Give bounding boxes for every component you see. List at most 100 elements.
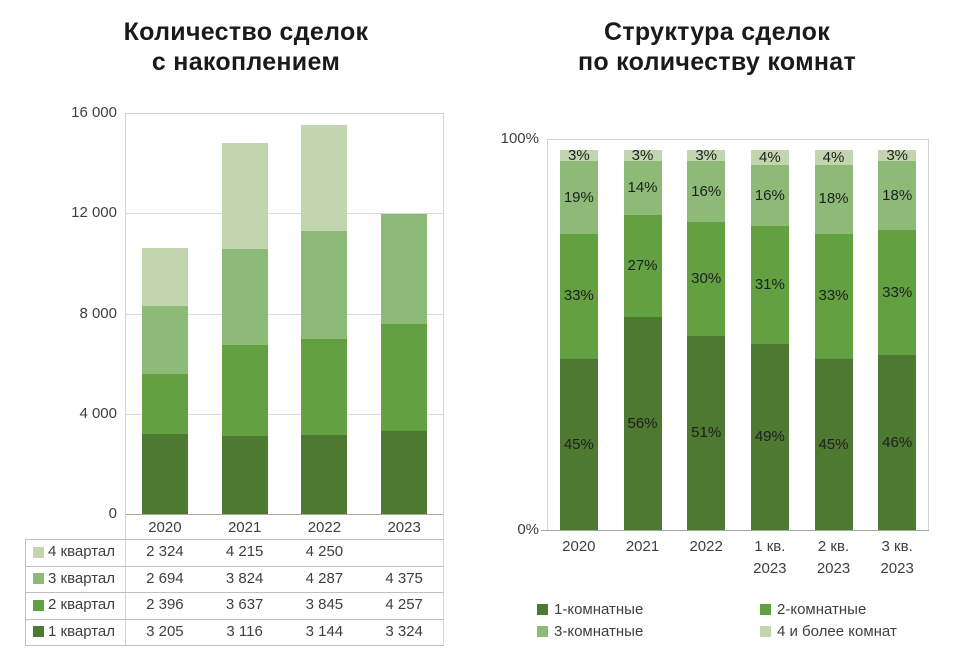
table-cell: 3 824 (225, 569, 264, 587)
legend-item-label: 1-комнатные (554, 601, 644, 618)
table-cell: 2 396 (146, 596, 184, 614)
bar-segment-2-комнатные (814, 233, 853, 359)
bar-segment-1-комнатные (878, 355, 917, 530)
data-label: 56% (627, 414, 658, 432)
bar-segment-4 квартал (301, 124, 348, 232)
table-cell: 3 637 (225, 596, 264, 614)
data-label: 51% (691, 424, 722, 442)
data-label: 16% (754, 186, 785, 204)
bar-segment-1-комнатные (559, 359, 598, 530)
x-axis-label: 2023 (387, 519, 421, 536)
table-cell: 4 257 (385, 596, 423, 614)
table-cell: 3 116 (226, 622, 263, 640)
legend-item-label: 4 и более комнат (777, 623, 897, 640)
data-label: 30% (691, 270, 722, 288)
bar-segment-1-комнатные (814, 359, 853, 530)
data-label: 19% (563, 188, 594, 206)
legend-key (537, 626, 548, 637)
data-label: 33% (882, 283, 913, 301)
bar-segment-4 и более комнат (623, 150, 662, 162)
bar-segment-3-комнатные (623, 161, 662, 215)
bar-segment-4 и более комнат (750, 150, 789, 166)
bar-segment-4 и более комнат (878, 150, 917, 162)
data-label: 45% (818, 435, 849, 453)
bar-segment-3 квартал (141, 306, 188, 374)
legend-key (33, 546, 44, 558)
bar-segment-3-комнатные (750, 165, 789, 226)
data-label: 33% (818, 287, 849, 305)
y-axis-tick-label: 0% (517, 521, 539, 538)
plot-left-border (125, 113, 126, 645)
x-axis-label: 2023 (753, 560, 787, 577)
data-label: 18% (818, 190, 849, 208)
gridline (125, 113, 444, 114)
legend-item-label: 4 квартал (48, 543, 116, 561)
y-axis-tick-label: 8 000 (79, 304, 117, 322)
bar-segment-4 и более комнат (559, 150, 598, 162)
data-label: 3% (631, 146, 654, 164)
plot-top-border (547, 139, 929, 140)
bar-segment-2 квартал (141, 373, 188, 434)
right-chart-title-line1: Структура сделок (603, 18, 831, 46)
x-axis-label: 2020 (148, 519, 182, 536)
bar-segment-2 квартал (301, 338, 348, 436)
table-line (25, 539, 444, 540)
x-axis-label: 2 кв. (817, 538, 850, 555)
right-chart-title: Структура сделок по количеству комнат (482, 17, 952, 77)
data-label: 16% (691, 182, 722, 200)
bar-segment-2-комнатные (623, 214, 662, 318)
bar-segment-1 квартал (141, 433, 188, 514)
y-axis-tick-label: 12 000 (71, 204, 117, 222)
y-axis-tick-label: 4 000 (79, 404, 117, 422)
table-cell: 4 215 (225, 543, 264, 561)
x-axis-label: 3 кв. (881, 538, 913, 555)
bar-segment-2-комнатные (878, 229, 917, 356)
table-cell: 2 324 (146, 543, 184, 561)
table-cell: 4 287 (305, 569, 344, 587)
y-axis-tick-label: 0 (108, 505, 117, 522)
x-axis-line (541, 530, 929, 531)
data-label: 14% (627, 179, 658, 196)
bar-segment-3-комнатные (814, 165, 853, 234)
bar-segment-2-комнатные (750, 226, 789, 344)
x-axis-label: 2022 (689, 538, 723, 555)
gridline (125, 313, 444, 315)
data-label: 33% (563, 287, 594, 305)
bar-segment-3 квартал (301, 231, 348, 339)
bar-segment-3-комнатные (687, 161, 726, 223)
bar-segment-1-комнатные (687, 336, 726, 530)
bar-segment-2 квартал (381, 324, 428, 431)
data-label: 18% (882, 186, 913, 204)
gridline (125, 413, 444, 415)
y-axis-tick-label: 16 000 (71, 104, 117, 121)
bar-segment-4 и более комнат (687, 150, 726, 162)
legend-item-label: 3 квартал (48, 569, 116, 587)
bar-segment-1 квартал (381, 430, 428, 514)
y-axis-tick-label: 100% (500, 130, 539, 147)
x-axis-label: 2021 (625, 538, 660, 555)
data-label: 3% (567, 146, 590, 164)
table-cell: 2 694 (146, 569, 184, 587)
data-label: 4% (822, 148, 845, 166)
bar-segment-3-комнатные (559, 161, 598, 234)
data-label: 49% (754, 427, 785, 445)
table-line (25, 618, 444, 620)
table-cell: 3 324 (385, 622, 423, 640)
table-line (25, 565, 444, 567)
data-label: 45% (563, 435, 594, 453)
legend-item-label: 2 квартал (48, 596, 116, 614)
bar-segment-2 квартал (221, 344, 268, 436)
table-line (25, 645, 444, 646)
table-left-border (25, 539, 26, 645)
bar-segment-4 и более комнат (814, 150, 853, 166)
plot-right-border (443, 113, 444, 645)
gridline (125, 213, 444, 215)
bar-segment-1-комнатные (750, 343, 789, 530)
x-axis-label: 2022 (307, 519, 342, 536)
data-label: 27% (627, 256, 658, 274)
legend-item-label: 2-комнатные (777, 601, 867, 618)
x-axis-label: 2023 (880, 560, 914, 577)
table-cell: 3 144 (305, 622, 344, 640)
plot-left-border (547, 139, 548, 530)
